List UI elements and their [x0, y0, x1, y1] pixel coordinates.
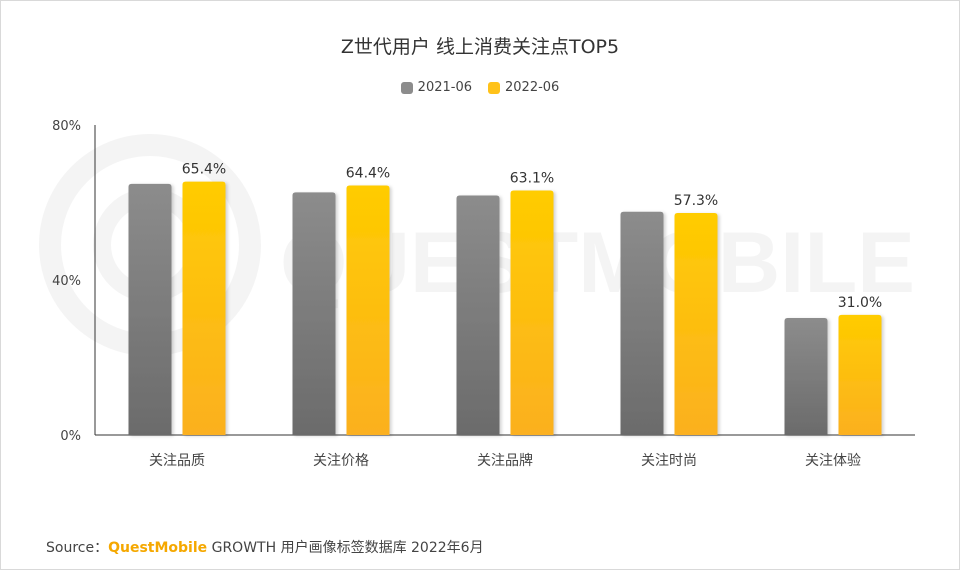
bar-2022	[346, 185, 390, 435]
chart-title: Z世代用户 线上消费关注点TOP5	[340, 36, 620, 58]
x-tick-label: 关注时尚	[641, 453, 697, 469]
data-label: 57.3%	[674, 193, 718, 209]
legend-label-2021: 2021-06	[417, 80, 472, 95]
legend-item-2022: 2022-06	[488, 80, 559, 95]
source-suffix: GROWTH 用户画像标签数据库 2022年6月	[211, 540, 484, 556]
x-tick-label: 关注体验	[805, 453, 861, 469]
x-tick-label: 关注品质	[149, 453, 205, 469]
x-tick-label: 关注价格	[313, 453, 369, 469]
bar-2022	[510, 190, 554, 435]
legend: 2021-06 2022-06	[0, 80, 960, 95]
y-tick-label: 0%	[60, 429, 81, 444]
bar-2021	[456, 195, 500, 435]
data-label: 64.4%	[346, 165, 390, 181]
bar-2021	[128, 183, 172, 435]
bar-2021	[620, 211, 664, 435]
bar-2021	[292, 192, 336, 435]
data-label: 31.0%	[838, 295, 882, 311]
legend-swatch-2021	[400, 81, 413, 94]
data-label: 63.1%	[510, 170, 554, 186]
bar-2022	[182, 181, 226, 435]
bar-2021	[784, 317, 828, 435]
data-label: 65.4%	[182, 162, 226, 178]
legend-label-2022: 2022-06	[505, 80, 560, 95]
source-brand: QuestMobile	[108, 540, 208, 556]
source-prefix: Source：	[46, 540, 109, 556]
x-tick-label: 关注品牌	[477, 452, 533, 469]
bar-2022	[838, 314, 882, 435]
legend-swatch-2022	[488, 81, 500, 94]
bar-2022	[674, 212, 718, 435]
y-tick-label: 80%	[52, 119, 81, 134]
y-tick-label: 40%	[52, 274, 81, 289]
legend-item-2021: 2021-06	[400, 80, 472, 95]
source-note: Source：QuestMobile GROWTH 用户画像标签数据库 2022…	[46, 537, 484, 557]
